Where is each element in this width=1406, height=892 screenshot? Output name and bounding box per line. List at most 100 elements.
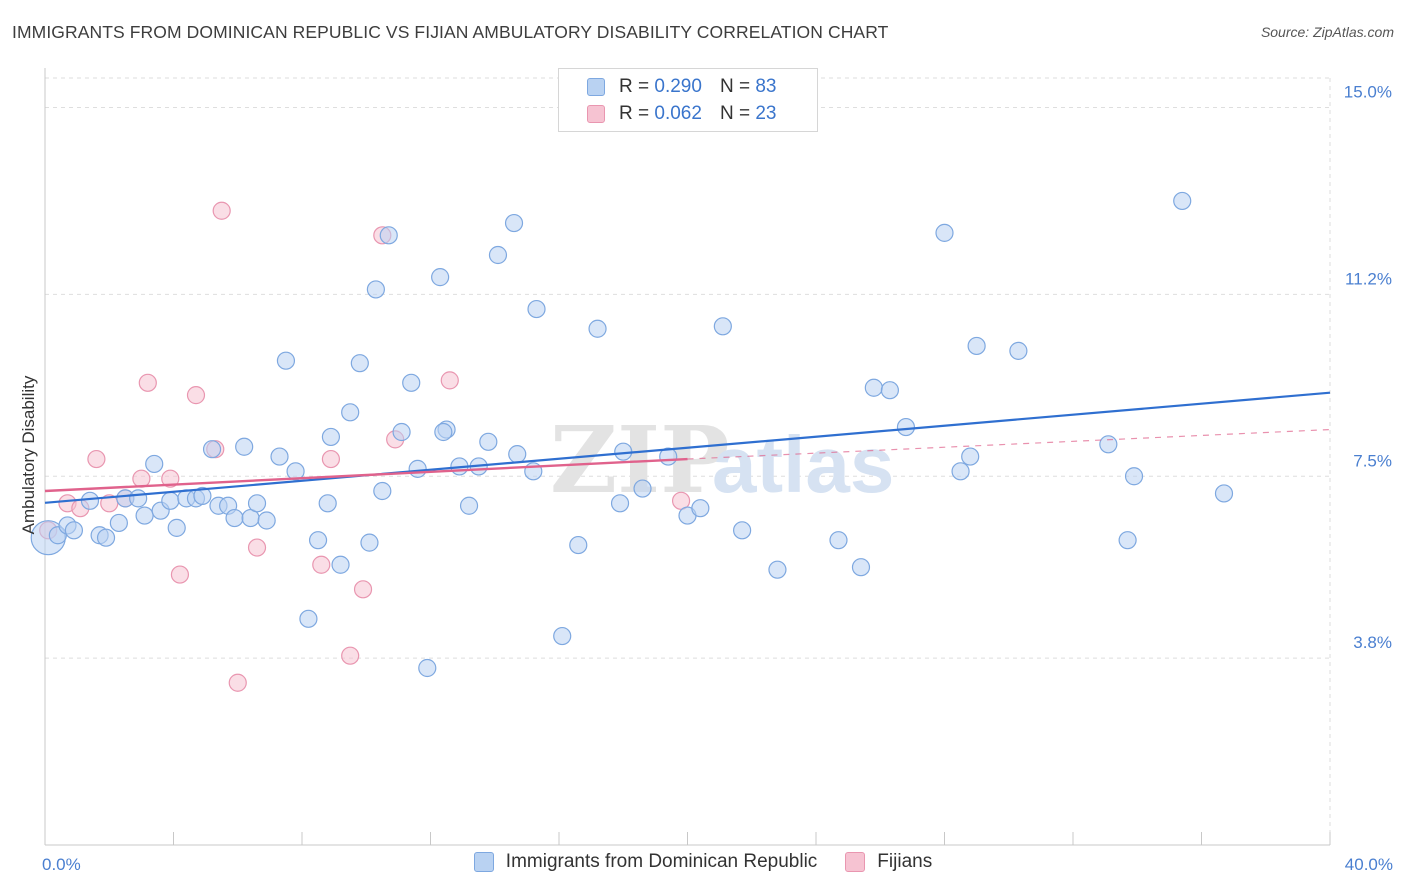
dominican-point bbox=[392, 422, 411, 442]
zipatlas-watermark: ZIP atlas bbox=[550, 406, 894, 514]
dominican-point bbox=[247, 494, 267, 513]
legend-n-value: 83 bbox=[755, 76, 777, 97]
fijians-point bbox=[87, 449, 106, 469]
dominican-point bbox=[864, 378, 883, 397]
dominican-point bbox=[1118, 531, 1137, 550]
dominican-point bbox=[80, 491, 100, 510]
dominican-point bbox=[270, 447, 289, 466]
dominican-point bbox=[935, 223, 954, 242]
dominican-point bbox=[408, 459, 427, 478]
dominican-point bbox=[479, 432, 498, 451]
legend-n-label: N = bbox=[719, 76, 751, 97]
fijians-point bbox=[440, 371, 459, 390]
dominican-point bbox=[331, 555, 350, 574]
source-label: Source: ZipAtlas.com bbox=[1260, 24, 1394, 40]
legend-r-value: 0.062 bbox=[654, 103, 702, 124]
dominican-point bbox=[193, 486, 212, 506]
dominican-point bbox=[459, 496, 479, 515]
dominican-point bbox=[488, 245, 508, 265]
dominican-point bbox=[527, 299, 546, 319]
fijians-point bbox=[138, 373, 157, 392]
dominican-point bbox=[167, 518, 186, 537]
x-tick-label: 40.0% bbox=[1345, 855, 1393, 874]
dominican-point bbox=[299, 609, 318, 628]
dominican-point bbox=[418, 658, 437, 678]
dominican-point bbox=[225, 508, 244, 528]
dominican-point bbox=[1124, 467, 1144, 486]
dominican-trend-line bbox=[44, 391, 1331, 504]
fijians-point bbox=[228, 673, 247, 692]
tick-labels: 3.8% 7.5% 11.2% 15.0% 0.0% 40.0% bbox=[42, 83, 1393, 875]
legend-row-fijians: R = 0.062 N = 23 bbox=[587, 102, 776, 126]
series-legend: Immigrants from Dominican Republic Fijia… bbox=[0, 851, 1406, 873]
legend-item-fijians: Fijians bbox=[845, 851, 932, 873]
fijians-trend-line bbox=[44, 457, 688, 493]
dominican-point bbox=[96, 528, 116, 547]
dominican-point bbox=[360, 533, 379, 552]
legend-n-label: N = bbox=[719, 103, 751, 124]
fijians-point bbox=[321, 449, 341, 469]
dominican-point bbox=[633, 479, 652, 498]
fijians-point bbox=[186, 386, 206, 405]
legend-swatch-pink bbox=[845, 852, 866, 872]
dominican-point bbox=[880, 381, 899, 400]
dominican-point bbox=[713, 317, 732, 336]
dominican-point bbox=[286, 462, 305, 481]
dominican-point bbox=[235, 437, 254, 456]
dominican-point bbox=[610, 494, 630, 513]
legend-row-dominican: R = 0.290 N = 83 bbox=[587, 75, 776, 99]
watermark-atlas: atlas bbox=[712, 420, 894, 509]
dominican-point bbox=[402, 373, 421, 392]
dominican-point bbox=[553, 626, 572, 646]
dominican-point bbox=[276, 351, 296, 370]
legend-swatch-blue bbox=[587, 78, 605, 96]
legend-swatch-pink bbox=[587, 105, 605, 123]
legend-r-label: R = bbox=[619, 76, 650, 97]
fijians-point bbox=[247, 538, 267, 557]
dominican-point bbox=[1214, 484, 1234, 503]
dominican-point bbox=[951, 462, 970, 481]
dominican-point bbox=[967, 336, 986, 356]
dominican-point bbox=[366, 280, 385, 299]
trend-lines bbox=[44, 391, 1331, 504]
dominican-point bbox=[851, 558, 871, 577]
legend-series-name: Immigrants from Dominican Republic bbox=[505, 851, 818, 872]
dominican-points bbox=[30, 191, 1234, 678]
dominican-point bbox=[257, 511, 276, 530]
fijians-point bbox=[212, 201, 231, 220]
y-tick-label: 15.0% bbox=[1344, 83, 1392, 102]
legend-item-dominican: Immigrants from Dominican Republic bbox=[473, 851, 818, 873]
legend-series-name: Fijians bbox=[877, 851, 933, 872]
chart-title: IMMIGRANTS FROM DOMINICAN REPUBLIC VS FI… bbox=[12, 22, 889, 42]
dominican-point bbox=[1009, 341, 1028, 360]
dominican-point bbox=[109, 513, 128, 533]
dominican-point bbox=[434, 422, 453, 442]
x-tick-label: 0.0% bbox=[42, 855, 81, 874]
dominican-point bbox=[64, 521, 84, 540]
y-tick-label: 11.2% bbox=[1345, 269, 1392, 288]
fijians-point bbox=[161, 469, 180, 488]
dominican-point bbox=[318, 494, 337, 513]
dominican-point bbox=[350, 354, 369, 373]
dominican-point bbox=[373, 481, 392, 501]
dominican-point bbox=[691, 499, 710, 518]
dominican-point bbox=[569, 535, 588, 555]
dominican-point bbox=[588, 319, 607, 338]
dominican-point bbox=[161, 491, 180, 510]
dominican-point bbox=[202, 440, 222, 459]
y-tick-label: 7.5% bbox=[1353, 451, 1392, 470]
fijians-point bbox=[341, 646, 360, 665]
y-tick-label: 3.8% bbox=[1353, 633, 1392, 652]
axes bbox=[44, 68, 1331, 846]
dominican-point bbox=[1173, 191, 1192, 211]
legend-r-label: R = bbox=[619, 103, 650, 124]
dominican-point bbox=[145, 454, 164, 474]
legend-n-value: 23 bbox=[755, 103, 777, 124]
fijians-point bbox=[312, 555, 331, 574]
fijians-point bbox=[353, 580, 373, 599]
fijians-point bbox=[170, 565, 190, 584]
dominican-point bbox=[431, 268, 450, 287]
fijians-point bbox=[132, 469, 151, 488]
dominican-point bbox=[308, 531, 328, 550]
